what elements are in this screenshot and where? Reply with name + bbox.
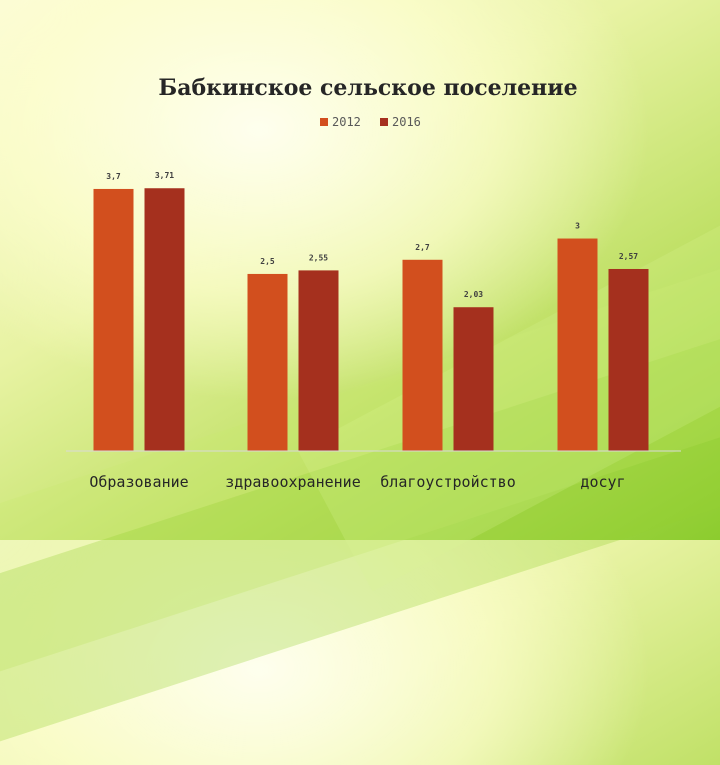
category-labels: Образование здравоохранение благоустройств… xyxy=(89,473,625,491)
legend-label-2016: 2016 xyxy=(392,115,421,129)
legend-swatch-2016 xyxy=(380,118,388,126)
bars-group: 3,7 3,71 2,5 2,55 2,7 2,03 3 2,57 xyxy=(93,171,649,452)
bar-2016-1 xyxy=(144,188,185,452)
category-label: досуг xyxy=(580,473,625,491)
chart-title: Бабкинское сельское поселение xyxy=(158,75,577,101)
data-label-2012-1: 3,7 xyxy=(106,172,121,181)
data-label-2012-2: 2,5 xyxy=(260,257,275,266)
bar-2016-4 xyxy=(608,268,649,451)
bar-2016-2 xyxy=(298,270,339,451)
bar-chart: Бабкинское сельское поселение 2012 2016 3… xyxy=(66,75,681,491)
data-label-2012-3: 2,7 xyxy=(415,243,430,252)
legend-label-2012: 2012 xyxy=(332,115,361,129)
data-label-2016-1: 3,71 xyxy=(155,171,174,180)
data-label-2016-3: 2,03 xyxy=(464,290,483,299)
bar-2012-2 xyxy=(247,273,288,451)
data-label-2012-4: 3 xyxy=(575,222,580,231)
bar-2016-3 xyxy=(453,307,494,451)
bar-2012-4 xyxy=(557,238,598,451)
data-label-2016-4: 2,57 xyxy=(619,252,638,261)
category-label: здравоохранение xyxy=(225,473,360,491)
bar-2012-3 xyxy=(402,259,443,451)
category-label: Образование xyxy=(89,473,188,491)
bar-2012-1 xyxy=(93,188,134,451)
category-label: благоустройство xyxy=(380,473,515,491)
legend: 2012 2016 xyxy=(320,115,421,129)
data-label-2016-2: 2,55 xyxy=(309,253,328,262)
legend-swatch-2012 xyxy=(320,118,328,126)
